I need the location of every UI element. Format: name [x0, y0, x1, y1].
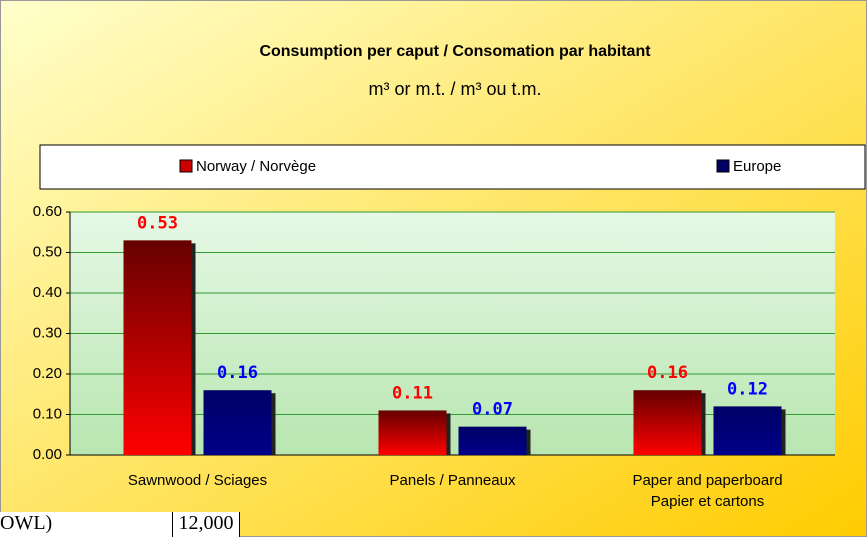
bar — [203, 390, 272, 455]
bar — [633, 390, 702, 455]
x-tick-label: Panels / Panneaux — [390, 472, 516, 489]
bar — [458, 426, 527, 455]
y-tick-label: 0.40 — [33, 284, 62, 301]
y-tick-label: 0.50 — [33, 243, 62, 260]
data-label: 0.07 — [472, 400, 513, 420]
table-fragment: OWL) 12,000 — [0, 512, 240, 537]
data-label: 0.53 — [137, 213, 178, 233]
bar — [378, 410, 447, 455]
x-tick-label: Paper and paperboard Papier et cartons — [632, 472, 782, 510]
y-tick-label: 0.60 — [33, 203, 62, 220]
data-label: 0.11 — [392, 383, 433, 403]
table-cell: 12,000 — [172, 512, 240, 537]
chart-title: Consumption per caput / Consomation par … — [259, 43, 651, 60]
data-label: 0.16 — [647, 363, 688, 383]
bar — [713, 406, 782, 455]
y-tick-label: 0.00 — [33, 446, 62, 463]
chart-subtitle: m³ or m.t. / m³ ou t.m. — [368, 79, 541, 99]
legend-swatch — [716, 159, 730, 173]
y-tick-label: 0.20 — [33, 365, 62, 382]
bar — [123, 240, 192, 455]
legend-label: Europe — [733, 158, 781, 175]
y-tick-label: 0.30 — [33, 324, 62, 341]
legend-label: Norway / Norvège — [196, 158, 316, 175]
y-tick-label: 0.10 — [33, 405, 62, 422]
x-tick-label: Sawnwood / Sciages — [128, 472, 267, 489]
legend-swatch — [179, 159, 193, 173]
data-label: 0.16 — [217, 363, 258, 383]
data-label: 0.12 — [727, 379, 768, 399]
table-cell: OWL) — [0, 512, 53, 534]
